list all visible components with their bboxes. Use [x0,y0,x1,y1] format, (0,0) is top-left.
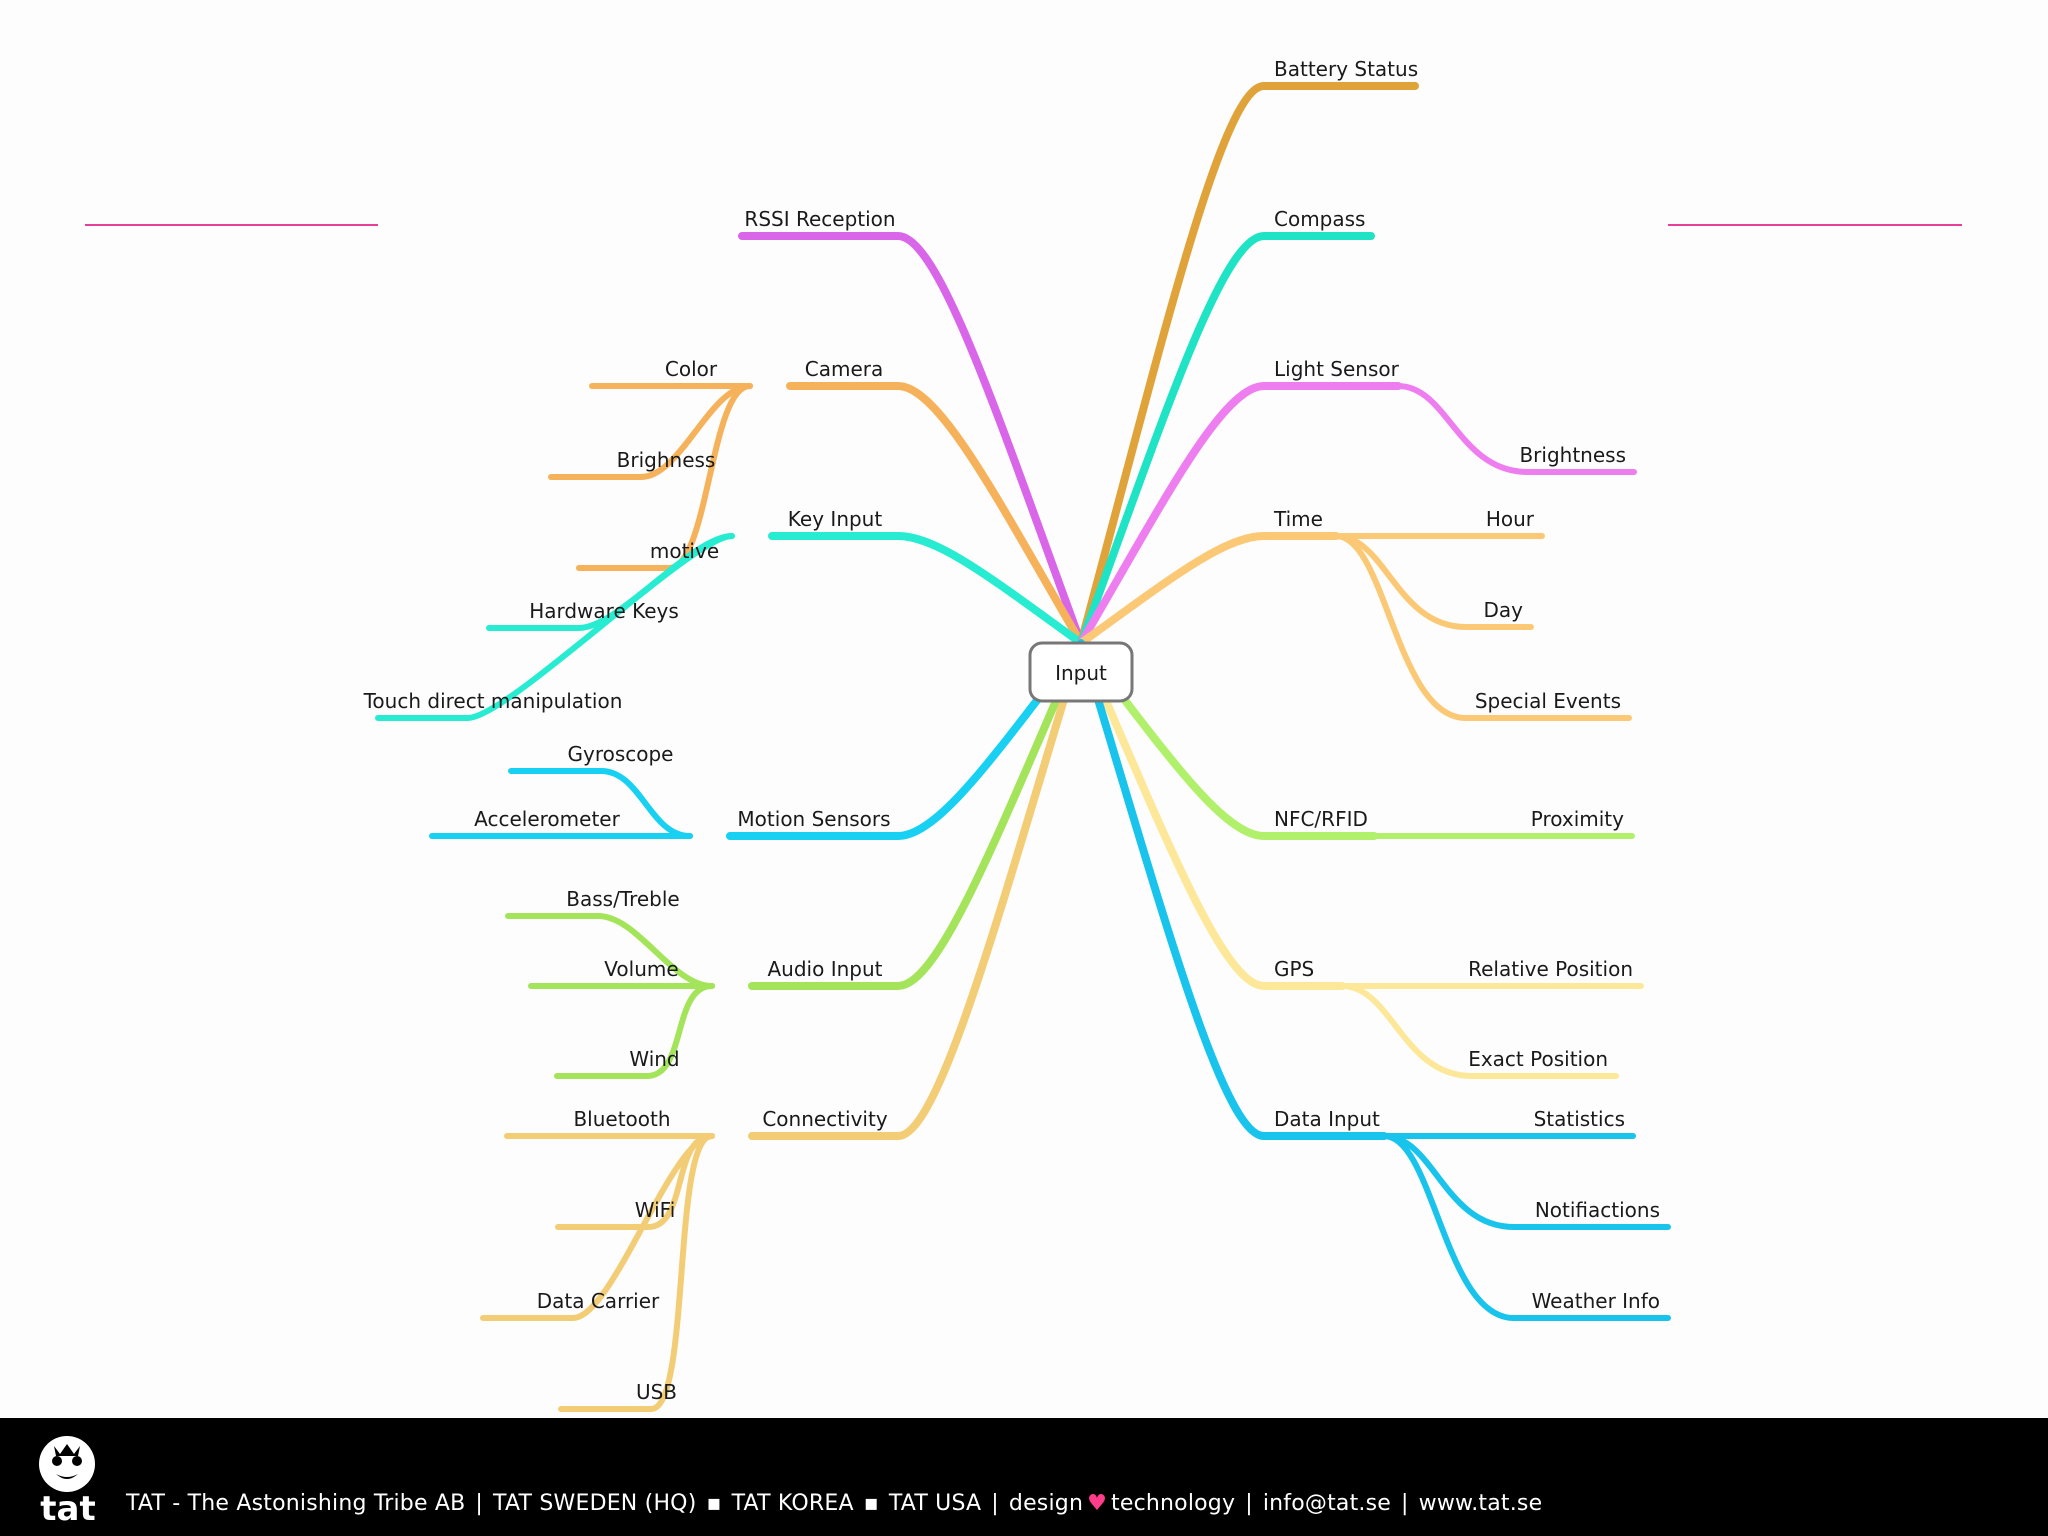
root-node-box [1028,641,1134,703]
branch-label-battery[interactable]: Battery Status [1274,57,1418,81]
child-label-volume[interactable]: Volume [604,957,678,981]
child-line-datainput-2 [1381,1133,1671,1321]
footer-design: design [1008,1491,1084,1516]
branch-line-keyinput [768,532,1085,647]
child-label-gyroscope[interactable]: Gyroscope [567,742,673,766]
child-line-gps-1 [1339,983,1619,1079]
child-label-data-carrier[interactable]: Data Carrier [537,1289,660,1313]
child-label-brightness[interactable]: Brightness [1519,443,1626,467]
child-label-wifi[interactable]: WiFi [635,1198,676,1222]
branch-lines [375,82,1671,1412]
branch-line-gps [1077,639,1346,990]
branch-line-datainput [1077,639,1388,1140]
child-label-relative-position[interactable]: Relative Position [1468,957,1633,981]
branch-label-keyinput[interactable]: Key Input [788,507,883,531]
child-label-color[interactable]: Color [665,357,718,381]
child-line-audio-2 [554,983,715,1079]
branch-label-nfc[interactable]: NFC/RFID [1274,807,1368,831]
child-label-notifiactions[interactable]: Notifiactions [1535,1198,1660,1222]
branch-label-time[interactable]: Time [1273,507,1323,531]
branch-label-rssi[interactable]: RSSI Reception [744,207,895,231]
branch-label-compass[interactable]: Compass [1274,207,1365,231]
child-line-time-1 [1333,533,1534,630]
footer-technology: technology [1111,1491,1236,1516]
tat-logo-icon: tat [39,1436,96,1529]
child-line-keyinput-1 [375,533,735,721]
child-line-datainput-1 [1381,1133,1671,1230]
child-line-motion-0 [508,768,693,839]
branch-label-light[interactable]: Light Sensor [1274,357,1400,381]
branch-label-camera[interactable]: Camera [805,357,884,381]
child-label-special-events[interactable]: Special Events [1475,689,1621,713]
child-label-bluetooth[interactable]: Bluetooth [573,1107,670,1131]
footer-sweden: TAT SWEDEN (HQ) [493,1491,697,1516]
branch-label-motion[interactable]: Motion Sensors [737,807,890,831]
branch-line-rssi [738,232,1085,647]
branch-label-gps[interactable]: GPS [1274,957,1314,981]
child-line-audio-0 [505,913,715,989]
child-label-statistics[interactable]: Statistics [1534,1107,1625,1131]
child-label-usb[interactable]: USB [636,1380,677,1404]
child-label-hour[interactable]: Hour [1486,507,1535,531]
branch-label-connectivity[interactable]: Connectivity [762,1107,887,1131]
branch-line-time [1077,532,1340,647]
branch-line-battery [1077,82,1419,647]
child-line-camera-1 [548,383,753,480]
footer-korea: TAT KOREA [731,1491,854,1516]
child-label-weather-info[interactable]: Weather Info [1532,1289,1660,1313]
root-node[interactable]: Input [1028,641,1134,703]
branch-line-audio [748,639,1085,990]
child-label-wind[interactable]: Wind [629,1047,679,1071]
branch-line-connectivity [748,639,1085,1140]
child-label-hardware-keys[interactable]: Hardware Keys [529,599,679,623]
logo-text: tat [40,1489,95,1524]
child-label-bass-treble[interactable]: Bass/Treble [566,887,679,911]
tat-logo: tat [36,1434,100,1529]
footer-bar: tat TAT - The Astonishing Tribe AB | TAT S… [0,1418,2048,1536]
child-label-accelerometer[interactable]: Accelerometer [474,807,620,831]
child-line-light-0 [1395,383,1637,475]
branch-line-light [1077,382,1402,647]
root-node-label: Input [1055,661,1107,685]
footer-email-link[interactable]: info@tat.se [1262,1491,1392,1516]
child-label-brighness[interactable]: Brighness [617,448,716,472]
child-line-time-2 [1333,533,1632,721]
child-label-day[interactable]: Day [1484,598,1524,622]
footer-usa: TAT USA [888,1491,982,1516]
footer-text: TAT - The Astonishing Tribe AB | TAT SWEDE… [126,1491,1543,1516]
branch-line-compass [1077,232,1375,647]
footer-web-link[interactable]: www.tat.se [1418,1491,1543,1516]
child-line-connectivity-3 [558,1133,715,1412]
branch-label-audio[interactable]: Audio Input [768,957,883,981]
child-label-proximity[interactable]: Proximity [1531,807,1624,831]
child-line-connectivity-2 [480,1133,715,1321]
child-label-touch-direct-manipulation[interactable]: Touch direct manipulation [363,689,623,713]
child-label-motive[interactable]: motive [650,539,719,563]
footer-company: TAT - The Astonishing Tribe AB [126,1491,466,1516]
branch-label-datainput[interactable]: Data Input [1274,1107,1380,1131]
child-label-exact-position[interactable]: Exact Position [1468,1047,1608,1071]
branch-line-camera [786,382,1085,647]
heart-icon: ♥ [1087,1491,1108,1516]
branch-labels: RSSI Reception Camera Color Brighness motive… [363,57,1660,1404]
